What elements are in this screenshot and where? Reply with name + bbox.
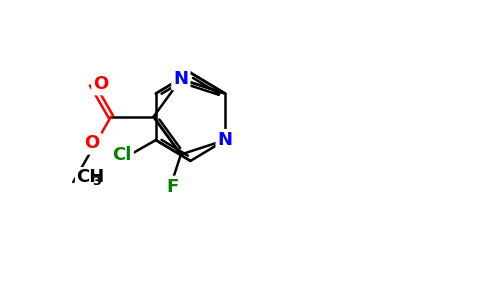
Text: CH: CH [76, 168, 105, 186]
Text: O: O [84, 134, 100, 152]
Text: 3: 3 [92, 175, 101, 188]
Text: Cl: Cl [112, 146, 132, 164]
Text: N: N [173, 70, 188, 88]
Text: F: F [166, 178, 179, 196]
Text: O: O [93, 75, 108, 93]
Text: N: N [218, 131, 233, 149]
